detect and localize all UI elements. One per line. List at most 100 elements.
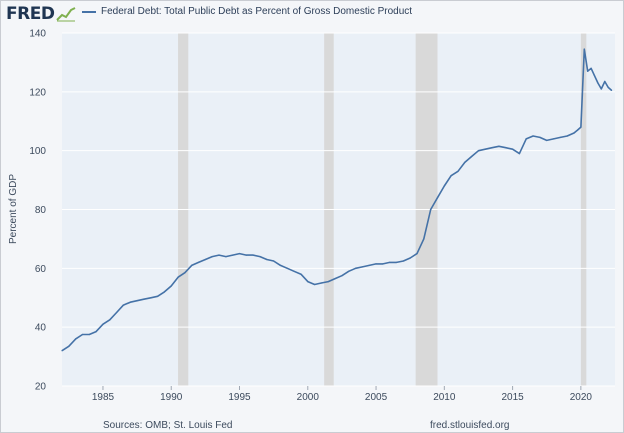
x-tick-label-2000: 2000: [297, 392, 320, 403]
data-point-1988.5: [150, 297, 151, 298]
data-point-2022.25: [611, 90, 612, 91]
data-point-1995: [239, 253, 240, 254]
chart-svg: 20406080100120140 1985 1990 1995 2000 2005 20…: [0, 0, 624, 433]
data-point-1982: [61, 350, 62, 351]
data-point-2019.75: [577, 130, 578, 131]
x-tick-label-1990: 1990: [160, 392, 183, 403]
data-point-2004.5: [369, 265, 370, 266]
data-point-2002: [335, 278, 336, 279]
data-point-2005.5: [382, 263, 383, 264]
data-point-1996.5: [259, 256, 260, 257]
data-point-1990: [171, 285, 172, 286]
data-point-1999: [294, 271, 295, 272]
data-point-2015: [512, 149, 513, 150]
data-point-1993.5: [218, 255, 219, 256]
data-point-2014.5: [505, 147, 506, 148]
data-point-2018.5: [560, 137, 561, 138]
x-tick-label-1985: 1985: [92, 392, 115, 403]
data-point-1988: [143, 299, 144, 300]
data-point-1984.5: [96, 331, 97, 332]
data-point-1984: [89, 334, 90, 335]
data-point-2012.5: [478, 150, 479, 151]
data-point-2016: [526, 138, 527, 139]
data-point-1983: [75, 338, 76, 339]
data-point-2020: [580, 127, 581, 128]
data-point-2019: [567, 135, 568, 136]
data-point-1982.5: [68, 346, 69, 347]
data-point-2021.5: [601, 88, 602, 89]
data-point-1996: [253, 255, 254, 256]
data-point-1993: [212, 256, 213, 257]
data-point-2013.5: [492, 147, 493, 148]
y-tick-label-100: 100: [29, 146, 46, 157]
x-tick-label-2020: 2020: [570, 392, 593, 403]
data-point-1995.5: [246, 255, 247, 256]
data-point-2006.5: [396, 262, 397, 263]
source-note: Sources: OMB; St. Louis Fed: [103, 420, 233, 431]
x-tick-label-1995: 1995: [228, 392, 251, 403]
data-point-2000: [307, 281, 308, 282]
data-point-2002.5: [341, 275, 342, 276]
data-point-2009.5: [437, 197, 438, 198]
x-tick-label-2010: 2010: [433, 392, 456, 403]
data-point-2003.5: [355, 268, 356, 269]
x-axis-ticks: 1985 1990 1995 2000 2005 2010 2015 2020: [92, 386, 593, 403]
data-point-2010: [444, 185, 445, 186]
data-point-1999.5: [300, 274, 301, 275]
data-point-1994.5: [232, 255, 233, 256]
y-tick-label-80: 80: [35, 205, 47, 216]
x-tick-label-2015: 2015: [501, 392, 524, 403]
data-point-2015.5: [519, 153, 520, 154]
data-point-2001.5: [328, 281, 329, 282]
data-point-1985.5: [109, 319, 110, 320]
data-point-2016.5: [533, 135, 534, 136]
data-point-2008.5: [423, 238, 424, 239]
data-point-2022: [608, 87, 609, 88]
data-point-2020.75: [591, 68, 592, 69]
data-point-2018: [553, 138, 554, 139]
y-axis-label: Percent of GDP: [8, 174, 19, 244]
y-tick-label-120: 120: [29, 87, 46, 98]
data-point-2021.25: [597, 82, 598, 83]
site-link[interactable]: fred.stlouisfed.org: [430, 420, 510, 431]
data-point-2007: [403, 260, 404, 261]
data-point-2011.5: [464, 162, 465, 163]
data-point-1987.5: [137, 300, 138, 301]
y-tick-label-60: 60: [35, 264, 47, 275]
data-point-2005: [375, 263, 376, 264]
data-point-1983.5: [82, 334, 83, 335]
data-point-1989: [157, 296, 158, 297]
data-point-2021: [594, 75, 595, 76]
data-point-2003: [348, 271, 349, 272]
data-point-1990.5: [178, 277, 179, 278]
data-point-1991.5: [191, 265, 192, 266]
data-point-1992: [198, 262, 199, 263]
data-point-2017.5: [546, 140, 547, 141]
data-point-2017: [539, 137, 540, 138]
y-tick-label-40: 40: [35, 323, 47, 334]
data-point-2010.5: [451, 175, 452, 176]
data-point-1989.5: [164, 291, 165, 292]
data-point-1994: [225, 256, 226, 257]
x-tick-label-2005: 2005: [365, 392, 388, 403]
data-point-2021.75: [604, 81, 605, 82]
data-point-2004: [362, 266, 363, 267]
data-point-1998.5: [287, 268, 288, 269]
data-point-2001: [321, 282, 322, 283]
data-point-1997: [266, 259, 267, 260]
data-point-2020.25: [584, 49, 585, 50]
data-point-2009: [430, 209, 431, 210]
data-point-2020.5: [587, 71, 588, 72]
data-point-2007.5: [410, 257, 411, 258]
data-point-2011: [457, 171, 458, 172]
data-point-1998: [280, 265, 281, 266]
data-point-2019.5: [573, 132, 574, 133]
data-point-1991: [184, 272, 185, 273]
data-point-2008: [416, 253, 417, 254]
data-point-1987: [130, 302, 131, 303]
data-point-2000.5: [314, 284, 315, 285]
data-point-1986: [116, 312, 117, 313]
data-point-2012: [471, 156, 472, 157]
y-tick-label-140: 140: [29, 29, 46, 40]
data-point-1986.5: [123, 305, 124, 306]
